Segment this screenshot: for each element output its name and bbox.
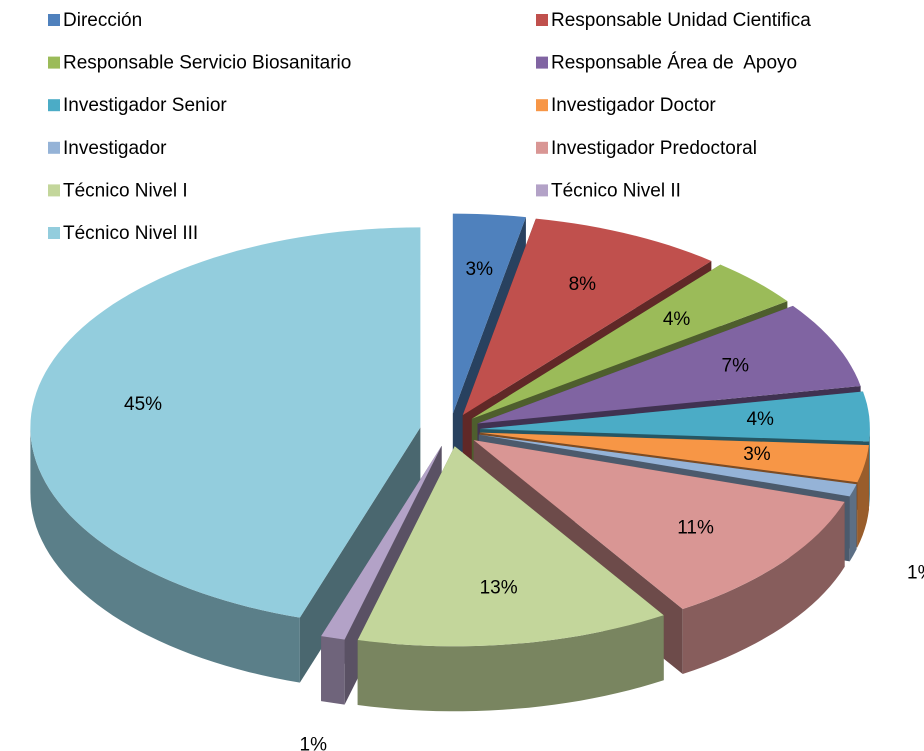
data-label: 3% [466, 259, 494, 280]
legend-label: Técnico Nivel III [63, 223, 198, 244]
slice [357, 446, 664, 712]
legend-label: Dirección [63, 10, 142, 31]
data-label: 13% [480, 578, 518, 599]
slice-side [321, 636, 345, 705]
slice-top [321, 445, 442, 640]
slice-top [30, 227, 421, 618]
data-label: 4% [663, 309, 691, 330]
slice-radial-wall [299, 427, 421, 683]
legend-label: Investigador Doctor [551, 95, 716, 116]
legend-swatch [536, 184, 548, 197]
legend-label: Investigador [63, 138, 167, 159]
slice-top [477, 305, 861, 424]
legend-swatch [536, 14, 548, 26]
legend-label: Responsable Unidad Cientifica [551, 10, 811, 31]
legend-swatch [536, 99, 548, 112]
slice-side [849, 484, 857, 562]
legend-swatch [48, 56, 60, 69]
legend-label: Técnico Nivel I [63, 180, 188, 201]
slice-top [479, 432, 869, 483]
data-label: 1% [300, 734, 328, 751]
slice-top [471, 264, 788, 419]
data-label: 45% [124, 394, 162, 415]
slice-side [857, 445, 869, 548]
legend-swatch [48, 227, 60, 239]
slice-top [452, 213, 526, 414]
slice-top [478, 434, 857, 497]
slice-top [357, 446, 664, 647]
legend-swatch [48, 99, 60, 112]
legend-label: Investigador Senior [63, 95, 227, 116]
data-label: 11% [677, 517, 714, 538]
data-label: 7% [722, 355, 750, 376]
legend-label: Investigador Predoctoral [551, 138, 757, 159]
data-label: 1% [907, 562, 924, 583]
legend-swatch [536, 56, 548, 69]
slice-side [682, 501, 845, 674]
slice-side [30, 427, 300, 683]
legend-label: Técnico Nivel II [551, 180, 681, 201]
data-label: 4% [746, 409, 774, 430]
slice-side [869, 428, 870, 507]
legend-label: Responsable Servicio Biosanitario [63, 53, 351, 74]
legend-swatch [536, 141, 548, 154]
legend-swatch [48, 14, 60, 26]
slice [30, 227, 421, 683]
legend-label: Responsable Área de Apoyo [551, 53, 797, 74]
slice-top [462, 218, 712, 416]
slice-side [357, 615, 664, 712]
data-label: 3% [743, 444, 771, 465]
legend-swatch [48, 141, 60, 154]
data-label: 8% [569, 274, 597, 295]
slice-top [479, 391, 870, 442]
slice-top [473, 440, 845, 609]
slice-radial-wall [321, 445, 442, 702]
legend-swatch [48, 184, 60, 197]
